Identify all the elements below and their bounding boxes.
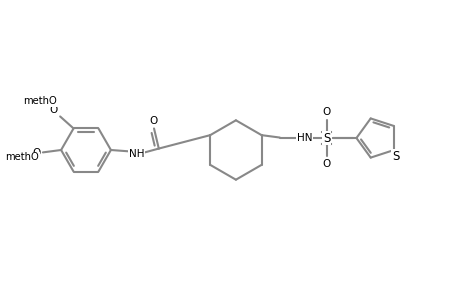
Text: O: O — [49, 105, 57, 115]
Text: O: O — [149, 116, 157, 126]
Text: O: O — [322, 159, 330, 169]
Text: NH: NH — [128, 149, 144, 159]
Text: HN: HN — [297, 133, 312, 143]
Text: S: S — [391, 150, 398, 163]
Text: S: S — [322, 131, 330, 145]
Text: methO: methO — [6, 152, 39, 162]
Text: O: O — [32, 148, 40, 158]
Text: O: O — [322, 107, 330, 117]
Text: methO: methO — [22, 96, 56, 106]
